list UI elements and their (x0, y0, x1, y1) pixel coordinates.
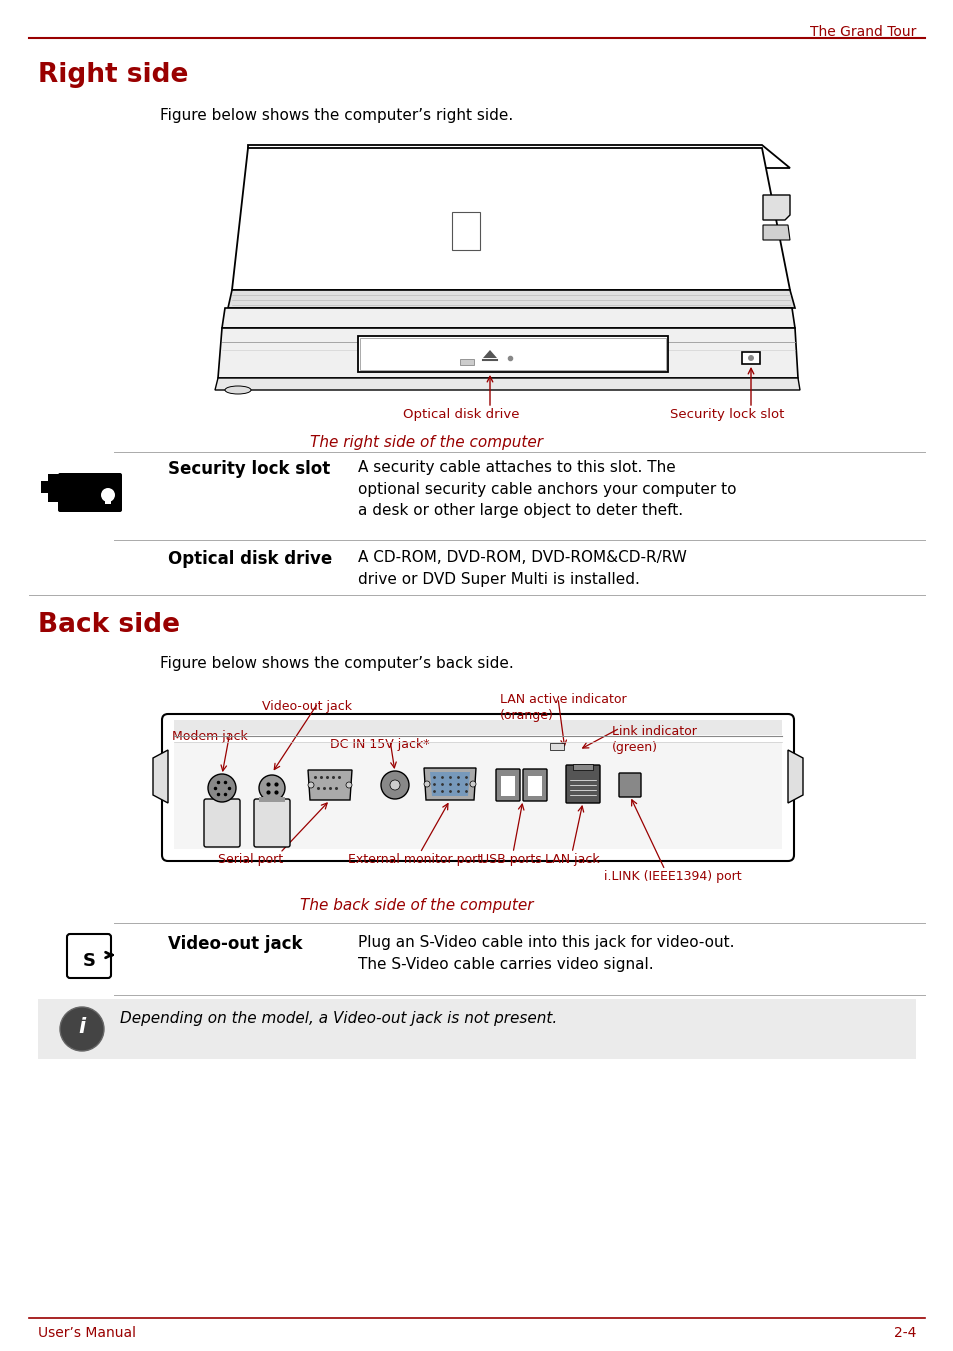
Text: A CD-ROM, DVD-ROM, DVD-ROM&CD-R/RW
drive or DVD Super Multi is installed.: A CD-ROM, DVD-ROM, DVD-ROM&CD-R/RW drive… (357, 550, 686, 586)
FancyBboxPatch shape (162, 713, 793, 861)
Circle shape (308, 782, 314, 788)
Circle shape (258, 775, 285, 801)
Bar (741, 353, 760, 363)
Text: 2-4: 2-4 (893, 1325, 915, 1340)
Polygon shape (218, 328, 797, 378)
Circle shape (208, 774, 235, 802)
Polygon shape (423, 767, 476, 800)
Polygon shape (152, 750, 168, 802)
Polygon shape (787, 750, 802, 802)
FancyBboxPatch shape (58, 473, 122, 512)
Circle shape (747, 355, 753, 361)
Polygon shape (222, 308, 794, 328)
Text: The back side of the computer: The back side of the computer (299, 898, 533, 913)
FancyBboxPatch shape (67, 934, 111, 978)
FancyBboxPatch shape (565, 765, 599, 802)
Text: Right side: Right side (38, 62, 188, 88)
Circle shape (60, 1006, 104, 1051)
Circle shape (346, 782, 352, 788)
Bar (38, 998, 915, 1059)
Text: Modem jack: Modem jack (172, 730, 248, 743)
Text: Figure below shows the computer’s right side.: Figure below shows the computer’s right … (160, 108, 513, 123)
Polygon shape (248, 168, 789, 230)
FancyBboxPatch shape (496, 769, 519, 801)
Text: i.LINK (IEEE1394) port: i.LINK (IEEE1394) port (603, 870, 740, 884)
Bar (452, 212, 479, 250)
Polygon shape (214, 378, 800, 390)
Polygon shape (248, 145, 789, 168)
Polygon shape (762, 226, 789, 240)
Text: External monitor port: External monitor port (348, 852, 481, 866)
FancyBboxPatch shape (618, 773, 640, 797)
Polygon shape (173, 720, 781, 735)
Text: S: S (82, 952, 95, 970)
Circle shape (470, 781, 476, 788)
Text: A security cable attaches to this slot. The
optional security cable anchors your: A security cable attaches to this slot. … (357, 459, 736, 519)
Text: Optical disk drive: Optical disk drive (402, 408, 519, 422)
Bar (173, 742, 781, 848)
Bar (41, 481, 67, 493)
Text: Depending on the model, a Video-out jack is not present.: Depending on the model, a Video-out jack… (120, 1011, 557, 1025)
Text: Serial port: Serial port (218, 852, 283, 866)
FancyBboxPatch shape (253, 798, 290, 847)
Text: Link indicator
(green): Link indicator (green) (612, 725, 696, 754)
Text: LAN jack: LAN jack (544, 852, 599, 866)
FancyBboxPatch shape (522, 769, 546, 801)
Bar (459, 359, 474, 365)
Circle shape (423, 781, 430, 788)
Bar (105, 494, 111, 504)
Text: The right side of the computer: The right side of the computer (310, 435, 542, 450)
Bar (357, 336, 667, 372)
Text: Security lock slot: Security lock slot (669, 408, 783, 422)
Circle shape (390, 780, 399, 790)
Text: The Grand Tour: The Grand Tour (809, 26, 915, 39)
Bar (527, 775, 541, 796)
Text: Back side: Back side (38, 612, 180, 638)
Text: DC IN 15V jack*: DC IN 15V jack* (330, 738, 429, 751)
Text: Security lock slot: Security lock slot (168, 459, 330, 478)
Polygon shape (430, 771, 470, 796)
Text: Plug an S-Video cable into this jack for video-out.
The S-Video cable carries vi: Plug an S-Video cable into this jack for… (357, 935, 734, 971)
Text: i: i (78, 1017, 86, 1038)
Bar (573, 765, 593, 770)
Text: Optical disk drive: Optical disk drive (168, 550, 332, 567)
Text: User’s Manual: User’s Manual (38, 1325, 136, 1340)
Bar (48, 474, 60, 503)
Polygon shape (482, 350, 497, 358)
Polygon shape (762, 195, 789, 220)
FancyBboxPatch shape (204, 798, 240, 847)
Polygon shape (232, 149, 789, 290)
Circle shape (101, 488, 115, 503)
Bar (550, 743, 563, 750)
Text: LAN active indicator
(orange): LAN active indicator (orange) (499, 693, 626, 721)
Text: USB ports: USB ports (479, 852, 541, 866)
Polygon shape (228, 290, 794, 308)
Polygon shape (308, 770, 352, 800)
Text: Video-out jack: Video-out jack (262, 700, 352, 713)
Bar (359, 338, 665, 370)
Text: Figure below shows the computer’s back side.: Figure below shows the computer’s back s… (160, 657, 514, 671)
Bar (258, 797, 285, 802)
Ellipse shape (225, 386, 251, 394)
Circle shape (380, 771, 409, 798)
Bar (500, 775, 515, 796)
Text: Video-out jack: Video-out jack (168, 935, 302, 952)
